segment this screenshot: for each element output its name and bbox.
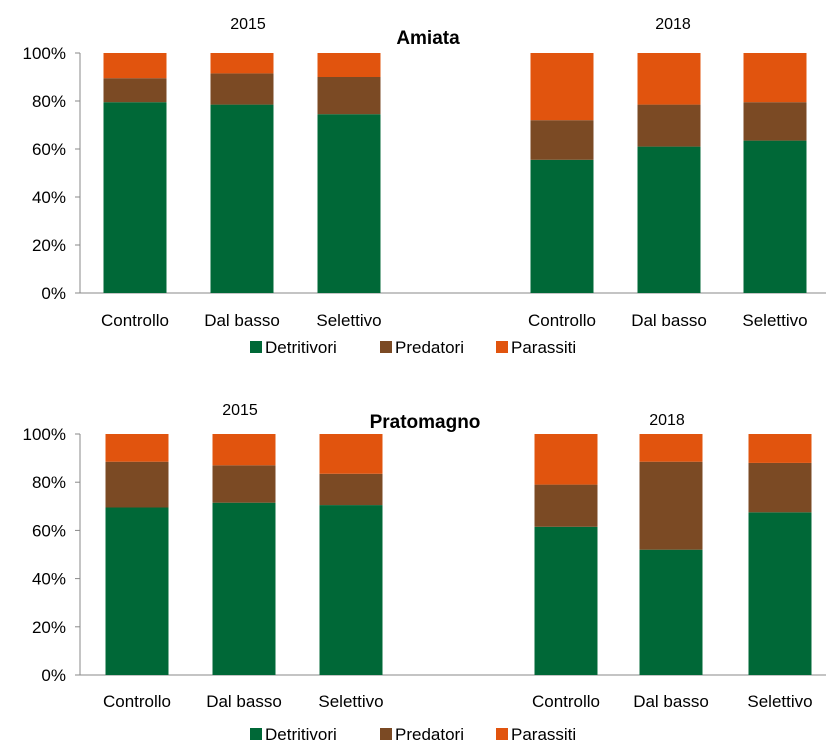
bar-predatori-2 [210, 73, 274, 105]
bar-predatori-4 [530, 120, 594, 160]
bar-predatori-5 [639, 461, 703, 550]
y-tick-label: 60% [32, 140, 66, 159]
chart-title: Pratomagno [370, 412, 481, 433]
legend-swatch-detritivori [250, 341, 262, 353]
y-tick-label: 0% [41, 284, 66, 303]
y-tick-label: 40% [32, 570, 66, 589]
bar-parassiti-4 [534, 434, 598, 485]
bar-predatori-1 [105, 461, 169, 508]
legend-swatch-parassiti [496, 728, 508, 740]
bar-parassiti-6 [748, 434, 812, 463]
legend-label-detritivori: Detritivori [265, 725, 337, 744]
bar-parassiti-4 [530, 53, 594, 121]
year-label-2018: 2018 [649, 412, 685, 429]
y-tick-label: 100% [23, 425, 66, 444]
bar-parassiti-1 [105, 434, 169, 462]
bar-predatori-6 [743, 102, 807, 141]
legend-swatch-detritivori [250, 728, 262, 740]
y-tick-label: 100% [23, 44, 66, 63]
x-category-label: Selettivo [318, 692, 383, 711]
year-label-2015: 2015 [222, 402, 258, 419]
legend-label-detritivori: Detritivori [265, 338, 337, 357]
bar-parassiti-1 [103, 53, 167, 79]
bar-parassiti-2 [212, 434, 276, 466]
year-label-2015: 2015 [230, 16, 266, 33]
bar-predatori-1 [103, 78, 167, 103]
bar-detritivori-2 [210, 104, 274, 293]
bar-predatori-5 [637, 104, 701, 147]
bar-detritivori-3 [317, 114, 381, 293]
bar-parassiti-3 [317, 53, 381, 77]
y-tick-label: 60% [32, 521, 66, 540]
x-category-label: Controllo [103, 692, 171, 711]
bar-predatori-3 [319, 473, 383, 506]
bar-parassiti-2 [210, 53, 274, 74]
bar-detritivori-1 [105, 507, 169, 675]
x-category-label: Dal basso [206, 692, 282, 711]
x-category-label: Controllo [532, 692, 600, 711]
legend-label-predatori: Predatori [395, 338, 464, 357]
bar-detritivori-6 [743, 140, 807, 293]
bar-predatori-3 [317, 77, 381, 115]
y-tick-label: 80% [32, 473, 66, 492]
legend-swatch-predatori [380, 341, 392, 353]
legend-label-predatori: Predatori [395, 725, 464, 744]
bar-detritivori-2 [212, 502, 276, 675]
x-category-label: Selettivo [742, 311, 807, 330]
x-category-label: Selettivo [747, 692, 812, 711]
bar-predatori-4 [534, 484, 598, 527]
y-tick-label: 20% [32, 618, 66, 637]
bar-detritivori-4 [530, 159, 594, 293]
legend-swatch-parassiti [496, 341, 508, 353]
x-category-label: Controllo [528, 311, 596, 330]
bar-parassiti-3 [319, 434, 383, 474]
legend-label-parassiti: Parassiti [511, 338, 576, 357]
x-category-label: Controllo [101, 311, 169, 330]
bar-predatori-6 [748, 462, 812, 513]
legend-label-parassiti: Parassiti [511, 725, 576, 744]
y-tick-label: 20% [32, 236, 66, 255]
bar-detritivori-3 [319, 505, 383, 675]
x-category-label: Dal basso [631, 311, 707, 330]
x-category-label: Dal basso [633, 692, 709, 711]
y-tick-label: 40% [32, 188, 66, 207]
bar-predatori-2 [212, 465, 276, 503]
legend-swatch-predatori [380, 728, 392, 740]
year-label-2018: 2018 [655, 16, 691, 33]
y-tick-label: 0% [41, 666, 66, 685]
x-category-label: Dal basso [204, 311, 280, 330]
bar-detritivori-6 [748, 512, 812, 675]
bar-parassiti-5 [637, 53, 701, 105]
bar-parassiti-6 [743, 53, 807, 103]
bar-detritivori-4 [534, 526, 598, 675]
chart-title: Amiata [396, 28, 460, 49]
bar-detritivori-5 [637, 146, 701, 293]
bar-parassiti-5 [639, 434, 703, 462]
bar-detritivori-5 [639, 549, 703, 675]
bar-detritivori-1 [103, 102, 167, 293]
chart-amiata: Amiata 2015 2018 0% 20% 40% 60% 80% 100% Controll… [23, 16, 826, 357]
chart-pratomagno: Pratomagno 2015 2018 0% 20% 40% 60% 80% 100% Cont… [23, 402, 826, 744]
x-category-label: Selettivo [316, 311, 381, 330]
y-tick-label: 80% [32, 92, 66, 111]
